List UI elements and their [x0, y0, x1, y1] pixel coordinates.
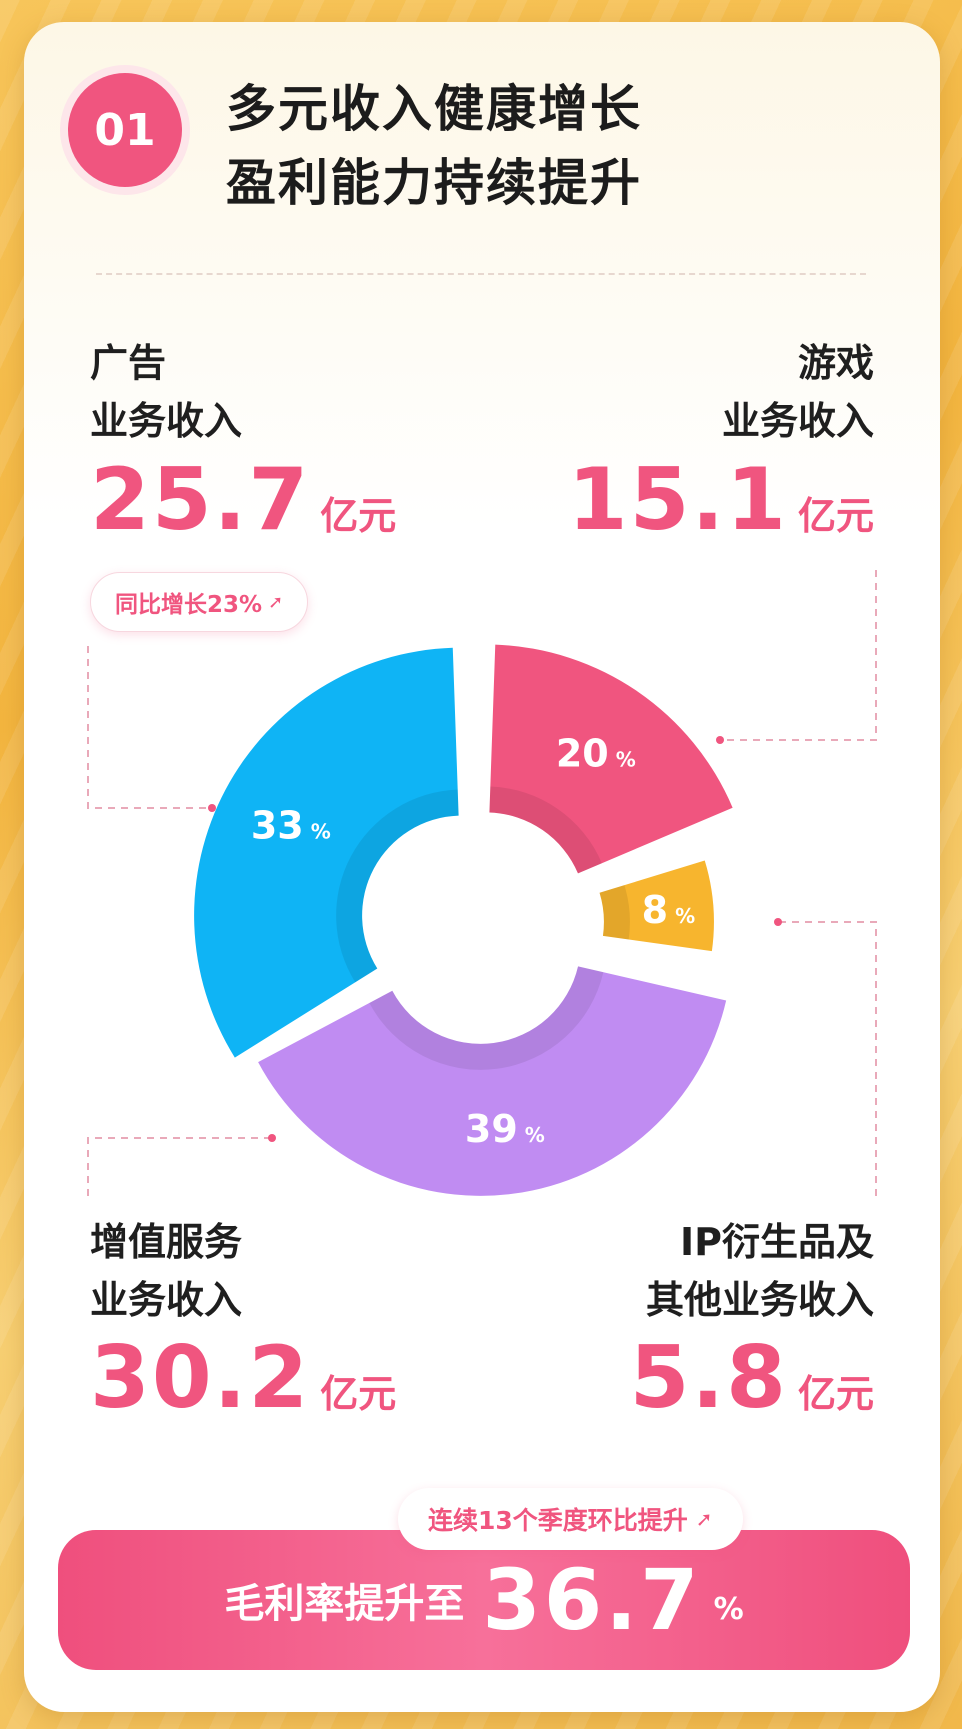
slice-ad-percent-symbol: % [304, 819, 331, 843]
slice-vas-inner-band [369, 966, 604, 1070]
slice-ip-percent-number: 8 [642, 888, 668, 932]
slice-ip [599, 860, 714, 952]
slice-vas-percent-symbol: % [518, 1123, 545, 1147]
game-revenue-value: 15.1 亿元 [568, 450, 874, 550]
vas-revenue-unit: 亿元 [320, 1372, 397, 1416]
slice-vas-percent-number: 39 [465, 1107, 518, 1151]
gross-margin-streak-badge: 连续13个季度环比提升 ➚ [398, 1488, 743, 1550]
gross-margin-streak-text: 连续13个季度环比提升 [428, 1506, 688, 1535]
section-number-badge: 01 [68, 73, 182, 187]
ip-revenue-unit: 亿元 [797, 1372, 874, 1416]
page-title-line-1: 多元收入健康增长 [226, 80, 642, 138]
leader-line-ip [778, 921, 877, 1196]
page-title: 多元收入健康增长 盈利能力持续提升 [226, 72, 642, 220]
leader-line-vas [87, 1137, 272, 1196]
game-revenue-label-line-1: 游戏 [797, 341, 874, 385]
vas-revenue-label-line-2: 业务收入 [90, 1278, 243, 1322]
divider [96, 273, 866, 275]
leader-dot-1 [716, 736, 724, 744]
ad-revenue-label-line-2: 业务收入 [90, 399, 243, 443]
slice-ad [194, 647, 459, 1058]
gross-margin-label: 毛利率提升至 [224, 1581, 465, 1627]
vas-revenue-label: 增值服务 业务收入 [90, 1213, 242, 1329]
game-revenue-number: 15.1 [567, 450, 788, 550]
ip-revenue-label-line-2: 其他业务收入 [645, 1278, 874, 1322]
gross-margin-unit: % [713, 1591, 744, 1627]
ip-revenue-number: 5.8 [629, 1328, 788, 1428]
game-revenue-label: 游戏 业务收入 [722, 334, 874, 450]
slice-ip-percent-label: 8 % [642, 888, 695, 932]
donut-hole [382, 828, 574, 1020]
page-title-line-2: 盈利能力持续提升 [226, 154, 642, 212]
ad-revenue-number: 25.7 [90, 450, 311, 550]
trend-up-icon: ➚ [695, 1507, 713, 1531]
vas-revenue-label-line-1: 增值服务 [90, 1220, 243, 1264]
slice-labels: 33 %20 %39 %8 % [251, 732, 695, 1152]
leader-lines [87, 570, 877, 1196]
ad-revenue-label-line-1: 广告 [90, 341, 167, 385]
donut-slices [194, 644, 733, 1196]
vas-revenue-value: 30.2 亿元 [90, 1328, 396, 1428]
slice-game-percent-number: 20 [556, 732, 609, 776]
ad-revenue-value: 25.7 亿元 [90, 450, 396, 550]
slice-vas-percent-label: 39 % [465, 1107, 545, 1151]
ip-revenue-value: 5.8 亿元 [630, 1328, 874, 1428]
game-revenue-label-line-2: 业务收入 [721, 399, 874, 443]
slice-ip-percent-symbol: % [668, 904, 695, 928]
ip-revenue-label: IP衍生品及 其他业务收入 [646, 1213, 874, 1329]
slice-ip-inner-band [599, 885, 630, 940]
ad-revenue-label: 广告 业务收入 [90, 334, 242, 450]
slice-game [489, 644, 733, 874]
gross-margin-banner: 毛利率提升至 36.7 % [58, 1530, 910, 1670]
slice-ad-inner-band [336, 789, 459, 983]
game-revenue-unit: 亿元 [797, 494, 874, 538]
slice-game-inner-band [489, 786, 602, 874]
slice-vas [258, 966, 727, 1196]
leader-dot-0 [208, 804, 216, 812]
leader-line-ad [87, 646, 212, 809]
vas-revenue-number: 30.2 [90, 1328, 311, 1428]
leader-dot-2 [268, 1134, 276, 1142]
trend-up-icon: ➚ [268, 591, 284, 613]
ad-growth-text: 同比增长23% [115, 592, 263, 618]
slice-ad-percent-number: 33 [251, 803, 304, 847]
gross-margin-value: 36.7 [482, 1551, 702, 1649]
ad-growth-badge: 同比增长23% ➚ [90, 572, 309, 632]
ad-revenue-unit: 亿元 [320, 494, 397, 538]
slice-game-percent-label: 20 % [556, 732, 636, 776]
leader-line-game [720, 570, 877, 741]
slice-game-percent-symbol: % [609, 748, 636, 772]
ip-revenue-label-line-1: IP衍生品及 [680, 1220, 874, 1264]
slice-ad-percent-label: 33 % [251, 803, 331, 847]
leader-dot-3 [774, 918, 782, 926]
